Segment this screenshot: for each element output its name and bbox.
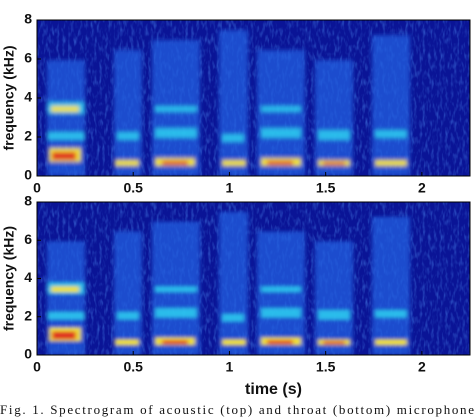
x-tick-label: 1.5 [316, 359, 336, 375]
y-tick-label: 8 [24, 11, 32, 27]
y-tick-label: 4 [24, 89, 32, 105]
x-axis-label: time (s) [245, 381, 302, 398]
y-axis-label: frequency (kHz) [1, 226, 17, 331]
spectrogram-image [37, 202, 470, 355]
x-tick-label: 0.5 [123, 359, 143, 375]
x-tick-label: 1 [226, 359, 234, 375]
x-tick-label: 1 [226, 180, 234, 196]
spectrogram-image [37, 20, 470, 176]
x-tick-label: 1.5 [316, 180, 336, 196]
y-tick-label: 0 [24, 346, 32, 362]
y-tick-label: 2 [24, 128, 32, 144]
caption: Fig. 1. Spectrogram of acoustic (top) an… [0, 402, 474, 417]
x-tick-label: 0 [33, 180, 41, 196]
y-tick-label: 8 [24, 193, 32, 209]
y-axis-label: frequency (kHz) [1, 45, 17, 150]
y-tick-label: 2 [24, 307, 32, 323]
x-tick-label: 2 [418, 359, 426, 375]
x-tick-label: 0 [33, 359, 41, 375]
y-tick-label: 6 [24, 50, 32, 66]
y-tick-label: 6 [24, 231, 32, 247]
y-tick-label: 4 [24, 269, 32, 285]
x-tick-label: 0.5 [123, 180, 143, 196]
x-tick-label: 2 [418, 180, 426, 196]
y-tick-label: 0 [24, 167, 32, 183]
